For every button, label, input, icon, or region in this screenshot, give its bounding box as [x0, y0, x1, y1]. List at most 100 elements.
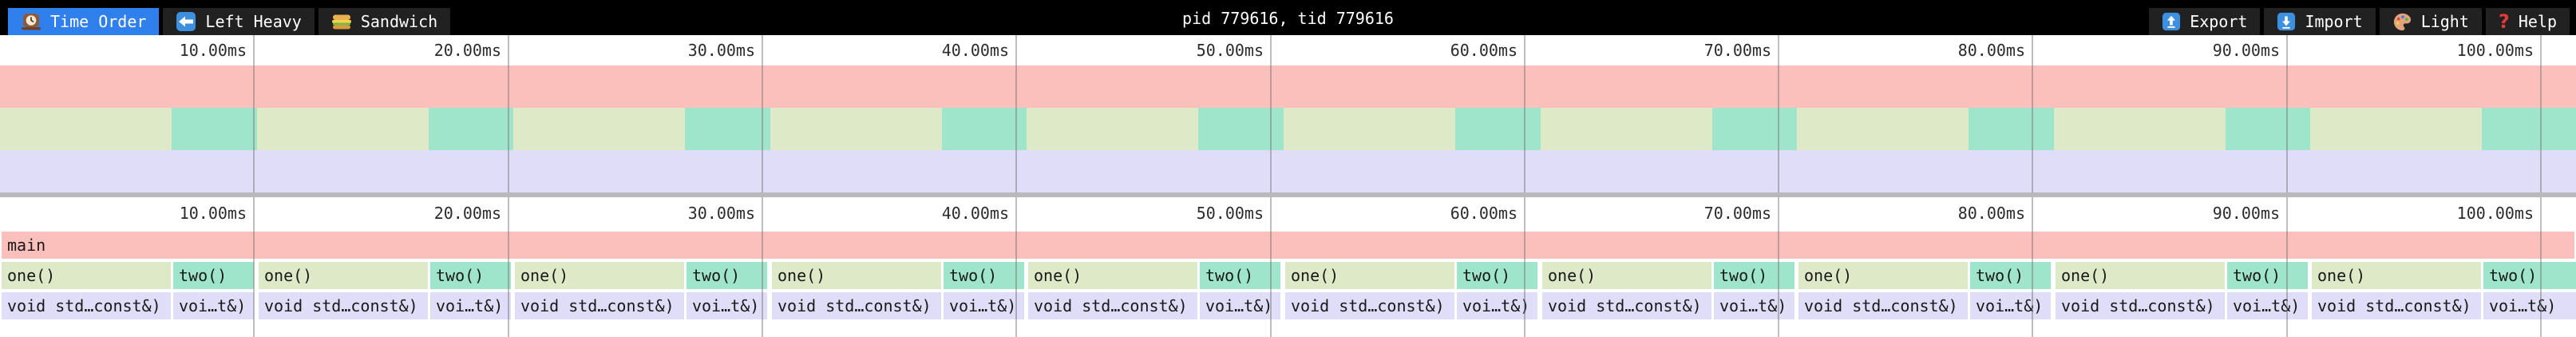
frame-one-child[interactable]: void std…const&) — [2312, 292, 2481, 319]
frame-two[interactable]: two() — [430, 262, 511, 289]
flamechart[interactable]: main one() two() void std…const&) voi…t&) one… — [0, 197, 2576, 337]
minimap-frame-main — [0, 65, 2576, 108]
minimap-frame-two — [2226, 108, 2311, 150]
left-arrow-icon — [176, 11, 196, 32]
minimap-frame-children — [0, 150, 2576, 192]
frame-one-child[interactable]: void std…const&) — [1285, 292, 1454, 319]
time-tick-label: 40.00ms — [941, 41, 1009, 60]
frame-one-child[interactable]: void std…const&) — [772, 292, 941, 319]
time-tick-label: 80.00ms — [1957, 41, 2025, 60]
frame-one-child[interactable]: void std…const&) — [2056, 292, 2225, 319]
minimap-frame-one — [513, 108, 685, 150]
time-tick-label: 10.00ms — [179, 204, 247, 223]
time-tick-label: 40.00ms — [941, 204, 1009, 223]
minimap-frame-two — [172, 108, 257, 150]
frame-two[interactable]: two() — [1200, 262, 1280, 289]
frame-two[interactable]: two() — [173, 262, 254, 289]
frame-two[interactable]: two() — [2483, 262, 2576, 289]
minimap-frame-two — [1712, 108, 1798, 150]
frame-one-child[interactable]: void std…const&) — [515, 292, 684, 319]
minimap-frame-two — [2482, 108, 2576, 150]
time-tick-label: 30.00ms — [687, 41, 755, 60]
toolbar-actions: Export Import Light? Help — [2145, 0, 2570, 35]
frame-one[interactable]: one() — [1285, 262, 1454, 289]
frame-one-child[interactable]: void std…const&) — [1798, 292, 1968, 319]
frame-one[interactable]: one() — [1798, 262, 1968, 289]
frame-one[interactable]: one() — [2056, 262, 2225, 289]
help-icon: ? — [2498, 10, 2510, 33]
minimap-frame-two — [942, 108, 1027, 150]
time-tick-label: 60.00ms — [1450, 41, 1518, 60]
tab-left-heavy[interactable]: Left Heavy — [163, 8, 315, 35]
profile-title: pid 779616, tid 779616 — [1182, 9, 1394, 28]
time-tick-label: 10.00ms — [179, 41, 247, 60]
time-tick-label: 100.00ms — [2456, 41, 2534, 60]
tab-time-order[interactable]: Time Order — [8, 8, 160, 35]
time-tick-label: 100.00ms — [2456, 204, 2534, 223]
action-label: Light — [2420, 12, 2469, 31]
frame-one[interactable]: one() — [2312, 262, 2481, 289]
frame-two-child[interactable]: voi…t&) — [1714, 292, 1794, 319]
action-theme-button[interactable]: Light — [2379, 8, 2482, 35]
frame-two-child[interactable]: voi…t&) — [687, 292, 767, 319]
time-tick-label: 70.00ms — [1703, 41, 1771, 60]
frame-two-child[interactable]: voi…t&) — [173, 292, 254, 319]
minimap-resize-divider[interactable] — [0, 192, 2576, 197]
frame-two-child[interactable]: voi…t&) — [1457, 292, 1537, 319]
time-tick-label: 20.00ms — [433, 204, 501, 223]
minimap-frame-two — [685, 108, 770, 150]
frame-one[interactable]: one() — [1542, 262, 1711, 289]
minimap-frame-one — [1541, 108, 1712, 150]
minimap-frame-one — [257, 108, 429, 150]
minimap-frame-one — [1284, 108, 1455, 150]
frame-one[interactable]: one() — [772, 262, 941, 289]
minimap-frame-two — [1969, 108, 2054, 150]
time-tick-label: 30.00ms — [687, 204, 755, 223]
frame-two[interactable]: two() — [1714, 262, 1794, 289]
frame-one[interactable]: one() — [1028, 262, 1197, 289]
frame-two-child[interactable]: voi…t&) — [2227, 292, 2308, 319]
action-label: Help — [2518, 12, 2557, 31]
import-icon — [2277, 12, 2296, 31]
tab-sandwich[interactable]: Sandwich — [318, 8, 451, 35]
toolbar: Time Order Left Heavy Sandwich pid 779616,… — [0, 0, 2576, 35]
tab-label: Time Order — [50, 12, 147, 31]
minimap-frame-two — [1455, 108, 1541, 150]
time-tick-label: 70.00ms — [1703, 204, 1771, 223]
frame-two[interactable]: two() — [2227, 262, 2308, 289]
export-icon — [2162, 12, 2181, 31]
action-export-button[interactable]: Export — [2149, 8, 2261, 35]
frame-two-child[interactable]: voi…t&) — [2483, 292, 2576, 319]
frame-two-child[interactable]: voi…t&) — [1970, 292, 2051, 319]
action-import-button[interactable]: Import — [2264, 8, 2376, 35]
frame-one-child[interactable]: void std…const&) — [1028, 292, 1197, 319]
palette-icon — [2392, 12, 2412, 32]
tab-label: Sandwich — [360, 12, 438, 31]
frame-one-child[interactable]: void std…const&) — [259, 292, 428, 319]
view-tabs: Time Order Left Heavy Sandwich — [8, 0, 454, 35]
frame-two[interactable]: two() — [1457, 262, 1537, 289]
frame-one-child[interactable]: void std…const&) — [1542, 292, 1711, 319]
frame-two[interactable]: two() — [1970, 262, 2051, 289]
minimap-frame-two — [1198, 108, 1284, 150]
frame-two-child[interactable]: voi…t&) — [430, 292, 511, 319]
minimap-frame-one — [1797, 108, 1969, 150]
action-label: Import — [2305, 12, 2363, 31]
frame-two[interactable]: two() — [944, 262, 1024, 289]
action-help-button[interactable]: ? Help — [2485, 8, 2570, 35]
frame-two-child[interactable]: voi…t&) — [944, 292, 1024, 319]
frame-one-child[interactable]: void std…const&) — [2, 292, 171, 319]
sandwich-icon — [331, 11, 352, 32]
minimap[interactable]: 10.00ms 20.00ms 30.00ms 40.00ms 50.00ms 60.00… — [0, 35, 2576, 192]
frame-one[interactable]: one() — [515, 262, 684, 289]
minimap-frame-one — [2054, 108, 2226, 150]
time-tick-label: 50.00ms — [1196, 204, 1264, 223]
frame-two[interactable]: two() — [687, 262, 767, 289]
frame-two-child[interactable]: voi…t&) — [1200, 292, 1280, 319]
frame-one[interactable]: one() — [2, 262, 171, 289]
time-tick-label: 20.00ms — [433, 41, 501, 60]
time-tick-label: 50.00ms — [1196, 41, 1264, 60]
frame-one[interactable]: one() — [259, 262, 428, 289]
frame-main[interactable]: main — [2, 232, 2574, 259]
time-tick-label: 90.00ms — [2212, 204, 2280, 223]
